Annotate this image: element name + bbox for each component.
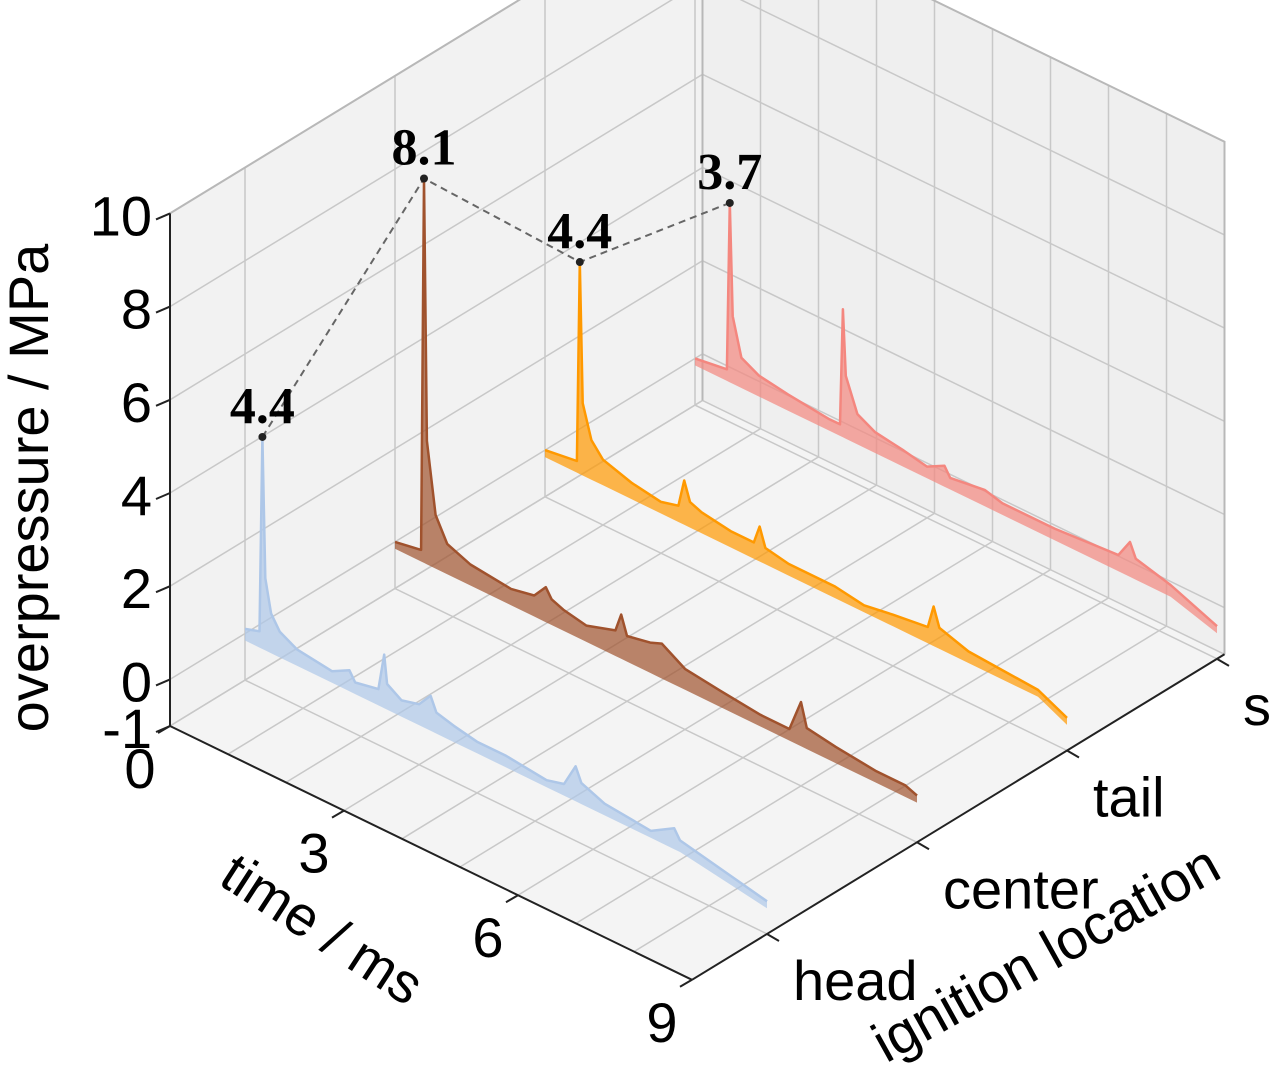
time-tick-label: 6 bbox=[472, 906, 503, 969]
category-axis-line bbox=[691, 653, 1226, 981]
category-tick-label-tail: tail bbox=[1093, 766, 1165, 829]
time-tick-label: 9 bbox=[646, 991, 677, 1054]
category-tick-mark bbox=[1216, 657, 1230, 667]
series-line-sphere bbox=[694, 201, 1218, 628]
time-tick-mark bbox=[331, 809, 345, 819]
peak-marker-sphere bbox=[725, 198, 734, 207]
time-grid-line bbox=[227, 0, 762, 755]
z-axis-title: overpressure / MPa bbox=[0, 243, 60, 732]
time-tick-mark bbox=[679, 978, 693, 988]
category-grid-line bbox=[394, 75, 918, 843]
peak-label-center: 8.1 bbox=[392, 119, 457, 176]
time-grid-line bbox=[459, 28, 994, 868]
time-tick-mark bbox=[157, 725, 171, 734]
peak-label-tail: 4.4 bbox=[547, 203, 612, 260]
peak-label-sphere: 3.7 bbox=[697, 144, 762, 201]
z-tick-mark bbox=[155, 678, 171, 687]
category-tick-label-center: center bbox=[943, 857, 1099, 920]
z-tick-mark bbox=[155, 305, 171, 314]
time-grid-line bbox=[285, 0, 820, 784]
series-line-head bbox=[244, 435, 768, 903]
z-tick-mark bbox=[155, 585, 171, 594]
back-pane bbox=[170, 0, 703, 726]
z-tick-mark bbox=[155, 212, 171, 221]
time-grid-line bbox=[575, 85, 1110, 925]
category-grid-line bbox=[694, 0, 1218, 660]
category-tick-mark bbox=[916, 841, 930, 851]
time-grid-line bbox=[633, 113, 1168, 953]
series-layer bbox=[244, 177, 1218, 909]
z-tick-label: 0 bbox=[121, 650, 152, 713]
z-tick-label: 2 bbox=[121, 557, 152, 620]
series-line-tail bbox=[544, 260, 1068, 719]
peak-marker-tail bbox=[575, 258, 584, 267]
side-pane bbox=[702, 0, 1225, 655]
peak-connector-layer bbox=[258, 174, 734, 441]
category-tick-mark bbox=[766, 933, 780, 942]
time-grid-line bbox=[401, 0, 936, 840]
series-area-tail bbox=[545, 262, 1067, 725]
category-grid-line bbox=[544, 0, 1068, 752]
time-grid-line bbox=[343, 0, 878, 812]
time-tick-mark bbox=[505, 894, 519, 904]
z-tick-label: 4 bbox=[121, 464, 152, 527]
z-tick-mark bbox=[155, 492, 171, 500]
time-grid-line bbox=[517, 57, 1052, 896]
series-line-center bbox=[394, 177, 918, 797]
category-tick-mark bbox=[1066, 749, 1080, 759]
axis-lines bbox=[155, 0, 1230, 988]
peak-marker-center bbox=[420, 174, 428, 183]
z-tick-mark bbox=[155, 398, 171, 407]
series-area-sphere bbox=[695, 202, 1217, 634]
time-tick-label: 3 bbox=[298, 822, 329, 885]
z-tick-label: -1 bbox=[102, 697, 152, 760]
pane-edge bbox=[169, 0, 1226, 655]
peak-label-head: 4.4 bbox=[230, 378, 295, 435]
peak-marker-head bbox=[258, 432, 267, 441]
category-tick-label-sphere: sphere bbox=[1243, 674, 1269, 737]
z-tick-label: 10 bbox=[90, 184, 152, 247]
z-tick-label: 6 bbox=[121, 371, 152, 434]
z-tick-label: 8 bbox=[121, 278, 152, 341]
category-grid-line bbox=[244, 167, 768, 935]
time-axis-line bbox=[169, 725, 693, 981]
category-tick-label-head: head bbox=[793, 949, 918, 1012]
time-tick-label: 0 bbox=[124, 737, 155, 800]
